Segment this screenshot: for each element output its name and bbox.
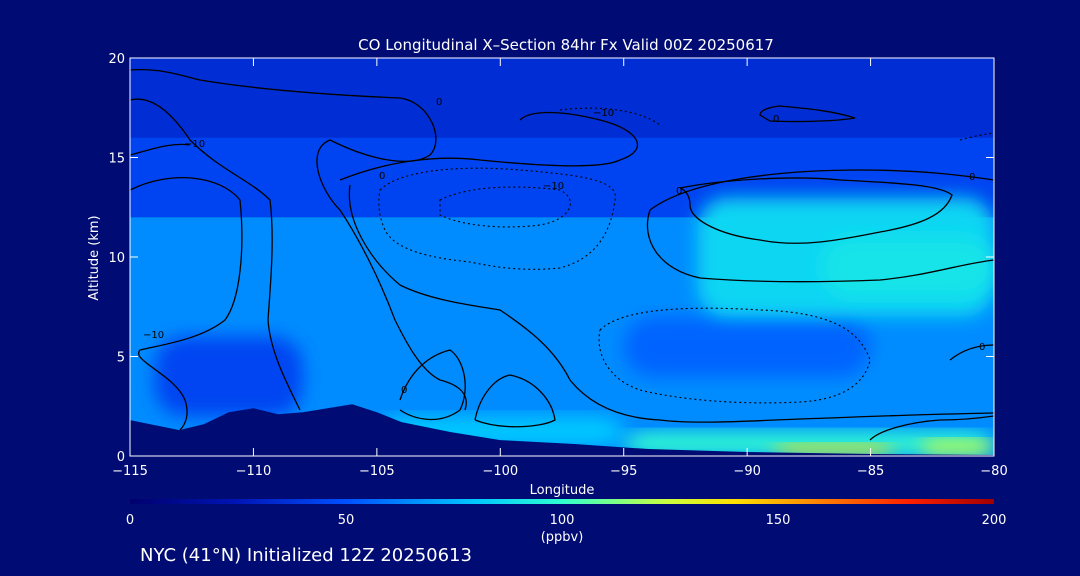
contour-line — [869, 415, 994, 441]
colorbar-tick-label: 200 — [982, 513, 1007, 528]
contour-line — [474, 374, 556, 428]
colorbar-tick-label: 150 — [766, 513, 791, 528]
concentration-region — [623, 432, 994, 455]
x-tick-label: −90 — [733, 464, 760, 479]
concentration-region — [919, 440, 994, 455]
y-tick-label: 20 — [108, 52, 125, 67]
footer-caption: NYC (41°N) Initialized 12Z 20250613 — [140, 545, 472, 566]
contour-labels: 0 −10 −10 0 −10 0 0 0 −10 0 0 — [143, 97, 985, 396]
y-tick-label: 0 — [117, 450, 125, 465]
contour-line — [130, 143, 191, 156]
contour-label: −10 — [143, 330, 164, 341]
contour-label: 0 — [969, 172, 975, 183]
contour-label: −10 — [184, 139, 205, 150]
contour-label: 0 — [436, 97, 442, 108]
colorbar-tick-label: 0 — [126, 513, 134, 528]
contour-line — [439, 186, 571, 228]
contour-line — [339, 111, 639, 181]
contour-line — [130, 69, 467, 411]
x-tick-label: −80 — [980, 464, 1007, 479]
colorbar-units: (ppbv) — [541, 530, 584, 545]
contour-line — [649, 169, 994, 211]
colorbar — [130, 499, 994, 504]
contour-label: 0 — [979, 342, 985, 353]
terrain-profile — [130, 404, 994, 456]
concentration-region — [130, 58, 994, 138]
colorbar-ticks: 0 50 100 150 200 — [126, 513, 1007, 528]
colorbar-tick-label: 100 — [550, 513, 575, 528]
chart-title: CO Longitudinal X–Section 84hr Fx Valid … — [358, 36, 774, 54]
concentration-region — [154, 336, 303, 417]
y-tick-label: 5 — [117, 351, 125, 366]
colorbar-tick-label: 50 — [338, 513, 355, 528]
x-tick-label: −115 — [112, 464, 148, 479]
contour-line — [949, 344, 994, 361]
contour-line — [399, 349, 466, 421]
co-concentration-field — [130, 58, 994, 456]
contour-label: 0 — [379, 171, 385, 182]
x-axis-label: Longitude — [530, 483, 595, 498]
x-tick-label: −100 — [482, 464, 518, 479]
contour-label: 0 — [676, 186, 682, 197]
contour-line — [646, 209, 994, 283]
x-axis: −115 −110 −105 −100 −95 −90 −85 −80 — [112, 58, 1008, 479]
contour-label: −10 — [543, 181, 564, 192]
y-tick-label: 15 — [108, 152, 125, 167]
terrain — [130, 404, 994, 456]
contour-line — [348, 184, 994, 423]
x-tick-label: −110 — [236, 464, 272, 479]
contour-line — [130, 177, 243, 431]
concentration-region — [623, 316, 871, 377]
y-tick-label: 10 — [108, 251, 125, 266]
x-tick-label: −95 — [610, 464, 637, 479]
x-tick-label: −85 — [857, 464, 884, 479]
contour-label: −10 — [593, 108, 614, 119]
y-axis: 0 5 10 15 20 — [108, 52, 994, 465]
contour-label: 0 — [773, 114, 779, 125]
contour-line — [759, 105, 856, 123]
y-axis-label: Altitude (km) — [87, 215, 102, 300]
contour-line — [130, 98, 301, 411]
co-anomaly-contours — [130, 69, 994, 441]
concentration-region — [821, 237, 994, 297]
contour-label: 0 — [401, 385, 407, 396]
x-tick-label: −105 — [359, 464, 395, 479]
contour-line — [679, 177, 953, 244]
concentration-region — [771, 444, 896, 455]
